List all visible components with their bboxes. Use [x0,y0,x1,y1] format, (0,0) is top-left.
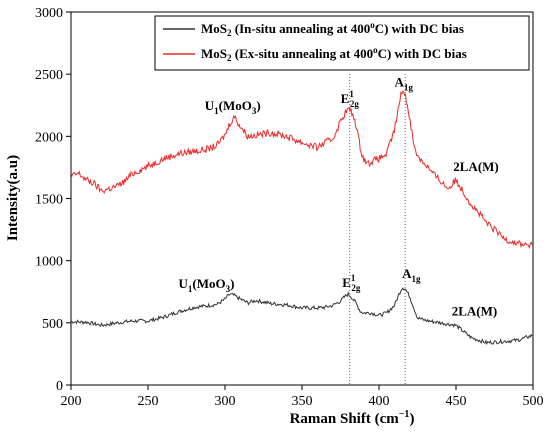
peak-label-sup: 1 [351,273,356,283]
peak-label: E1 2g [341,89,360,109]
y-tick-label: 1500 [35,193,63,208]
peak-label: U1(MoO3) [205,98,261,116]
peak-label: A1g [394,75,413,93]
legend: MoS2 (In-situ annealing at 400oC) with D… [154,15,530,71]
peak-label-sub: 1g [412,274,422,284]
legend-name-end: C) with DC bias [378,46,467,61]
peak-label-rest: (MoO [192,276,225,291]
peak-label: 2LA(M) [452,303,498,318]
legend-name-sup: o [370,20,375,30]
legend-name-sup: o [373,45,378,55]
x-tick-label: 250 [138,394,159,409]
peak-label-sub2: 3 [226,284,231,294]
peak-label-end: ) [230,276,234,291]
legend-name-sub: 2 [227,53,232,63]
series-line-1 [70,287,533,346]
x-axis-title-end: ) [409,411,414,427]
x-tick-label: 500 [523,394,544,409]
peak-label: A1g [402,266,421,284]
x-tick-label: 200 [61,394,82,409]
y-tick-label: 2000 [35,130,63,145]
peak-label-sub: 1g [404,83,414,93]
peak-label-main: E [342,275,351,290]
legend-name-rest: (In-situ annealing at 400 [232,21,371,36]
peak-label: 2LA(M) [453,159,499,174]
peak-label: U1(MoO3) [179,276,235,294]
y-axis-title: Intensity(a.u) [5,155,21,241]
y-tick-label: 2500 [35,68,63,83]
peak-label: E1 2g [342,273,361,293]
legend-name-rest: (Ex-situ annealing at 400 [232,46,374,61]
legend-entry: MoS2 (Ex-situ annealing at 400oC) with D… [201,45,467,63]
legend-name-main: MoS [201,21,227,36]
axis-ticks: 200 250 300 350 400 450 500 0 500 1000 1500 2000 250… [35,6,544,409]
reference-lines [349,74,406,385]
legend-box [154,15,530,71]
peak-label-main: U [179,276,189,291]
series-line-2 [70,90,533,250]
legend-name-main: MoS [201,46,227,61]
peak-label-sub: 2g [350,99,360,109]
y-tick-label: 3000 [35,6,63,21]
legend-entry: MoS2 (In-situ annealing at 400oC) with D… [201,20,464,38]
peak-label-sub: 2g [351,283,361,293]
peak-label-main: A [394,75,404,90]
peak-label-main: 2LA(M) [452,303,498,318]
y-tick-label: 0 [56,379,63,394]
x-axis-title-exp: −1 [399,409,410,420]
y-tick-label: 500 [42,317,63,332]
peak-label-main: U [205,98,215,113]
peak-label-sub: 1 [188,284,193,294]
peak-label-rest: (MoO [219,98,252,113]
peak-label-end: ) [256,98,260,113]
peak-label-sub2: 3 [252,106,257,116]
peak-label-sub: 1 [214,106,219,116]
series-layer [70,90,533,346]
x-tick-label: 300 [215,394,236,409]
legend-name-end: C) with DC bias [375,21,464,36]
peak-label-sup: 1 [349,89,354,99]
legend-name-sub: 2 [227,28,232,38]
x-tick-label: 450 [446,394,467,409]
peak-label-main: E [341,91,350,106]
peak-label-main: A [402,266,412,281]
x-axis-title-main: Raman Shift (cm [290,411,400,427]
x-axis-title: Raman Shift (cm−1) [290,409,415,427]
x-tick-label: 350 [292,394,313,409]
y-tick-label: 1000 [35,255,63,270]
peak-label-main: 2LA(M) [453,159,499,174]
x-tick-label: 400 [369,394,390,409]
